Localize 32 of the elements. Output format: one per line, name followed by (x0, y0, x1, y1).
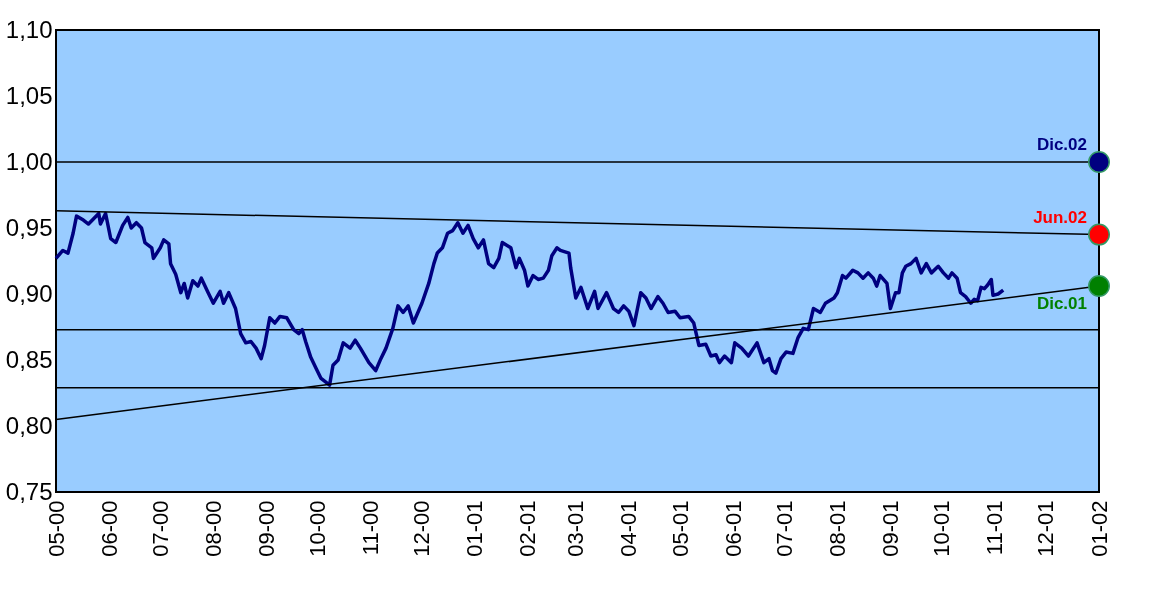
x-tick-label: 05-01 (667, 500, 693, 557)
x-tick-label: 09-01 (877, 500, 903, 557)
x-tick-label: 11-01 (982, 500, 1008, 556)
x-tick-label: 03-01 (563, 500, 589, 557)
y-tick-label: 0,80 (5, 411, 53, 439)
x-tick-label: 11-00 (358, 500, 384, 556)
x-tick-label: 07-01 (771, 500, 797, 557)
series-label: Jun.02 (1033, 207, 1087, 227)
x-tick-label: 04-01 (616, 500, 642, 557)
y-tick-label: 0,85 (5, 345, 53, 373)
x-tick-label: 07-00 (147, 500, 173, 557)
x-tick-label: 02-01 (515, 500, 541, 557)
y-tick-label: 1,00 (5, 147, 53, 175)
x-tick-label: 08-01 (824, 500, 850, 557)
x-tick-label: 08-00 (200, 500, 226, 557)
y-tick-label: 1,05 (5, 81, 53, 109)
x-tick-label: 01-01 (462, 500, 488, 557)
x-tick-label: 12-00 (409, 500, 435, 557)
series-label: Dic.02 (1036, 135, 1087, 154)
x-tick-label: 09-00 (253, 500, 279, 557)
x-tick-label: 12-01 (1033, 500, 1059, 557)
y-tick-label: 0,95 (5, 213, 53, 241)
series-label: Dic.01 (1036, 294, 1087, 314)
x-tick-label: 06-00 (96, 500, 122, 557)
x-tick-label: 01-02 (1086, 500, 1112, 557)
y-tick-label: 0,90 (5, 279, 53, 307)
x-tick-label: 10-01 (929, 500, 955, 557)
x-tick-label: 06-01 (720, 500, 746, 557)
y-tick-label: 1,10 (5, 15, 53, 43)
x-tick-label: 05-00 (43, 500, 69, 557)
x-tick-label: 10-00 (305, 500, 331, 557)
line-series (54, 211, 1005, 387)
